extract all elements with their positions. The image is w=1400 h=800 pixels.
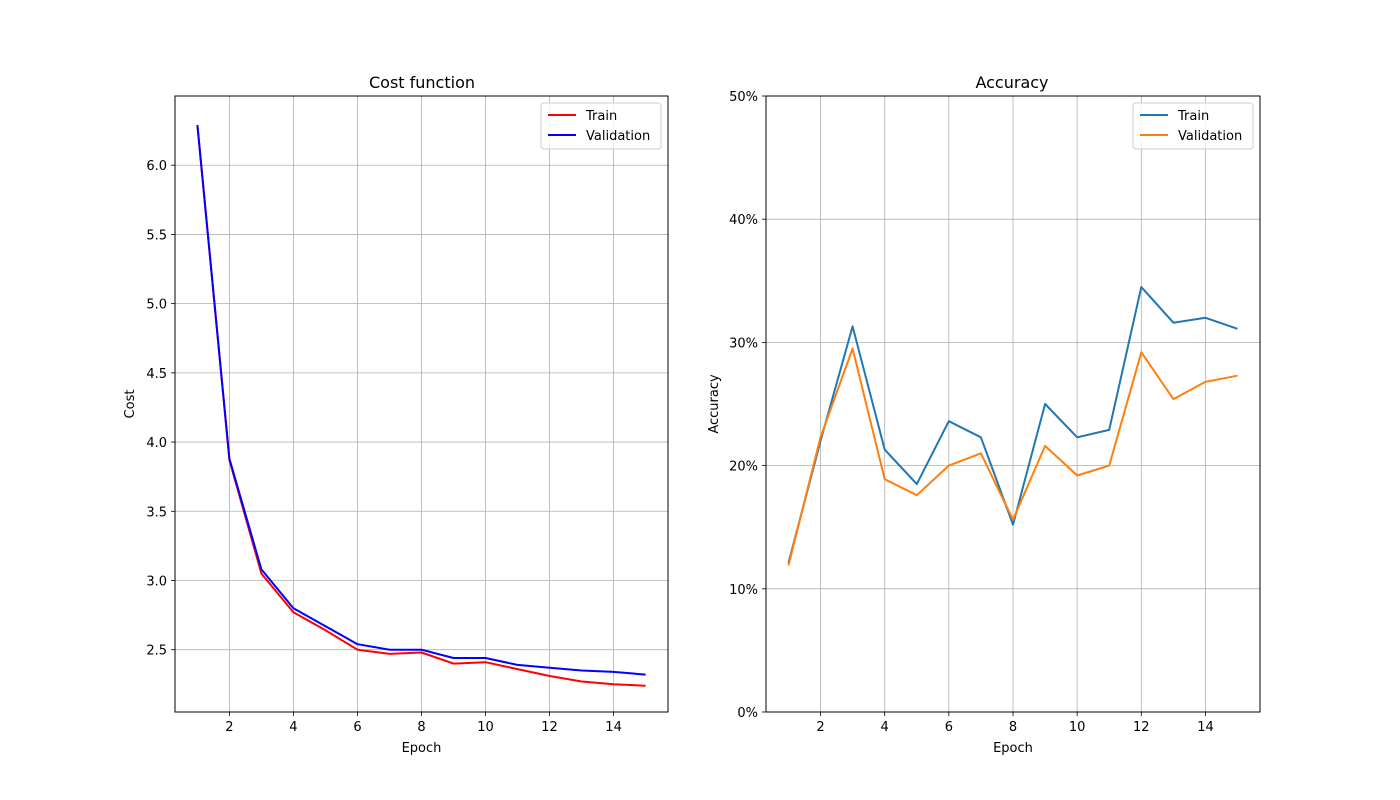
x-tick-label: 6: [353, 720, 361, 735]
series-line-validation: [196, 125, 646, 676]
x-axis-label: Epoch: [993, 741, 1033, 756]
y-tick-label: 5.5: [146, 228, 167, 243]
legend-label-validation: Validation: [1178, 129, 1242, 144]
y-tick-label: 4.0: [146, 436, 167, 451]
y-tick-label: 0%: [737, 706, 758, 721]
y-tick-label: 6.0: [146, 159, 167, 174]
legend-label-train: Train: [585, 109, 617, 124]
y-tick-label: 4.5: [146, 367, 167, 382]
x-tick-label: 12: [541, 720, 558, 735]
y-tick-label: 3.0: [146, 574, 167, 589]
chart-title: Accuracy: [975, 73, 1048, 92]
series-line-validation: [787, 347, 1238, 566]
x-tick-label: 12: [1133, 720, 1150, 735]
y-tick-label: 50%: [729, 90, 758, 105]
legend: Train Validation: [1132, 102, 1254, 150]
y-tick-label: 5.0: [146, 298, 167, 313]
x-tick-label: 14: [605, 720, 622, 735]
x-axis-label: Epoch: [402, 741, 442, 756]
legend: Train Validation: [540, 102, 662, 150]
y-tick-label: 30%: [729, 336, 758, 351]
x-tick-label: 8: [417, 720, 425, 735]
x-tick-label: 2: [816, 720, 824, 735]
y-tick-label: 3.5: [146, 505, 167, 520]
y-tick-label: 40%: [729, 213, 758, 228]
x-tick-label: 2: [225, 720, 233, 735]
x-tick-label: 8: [1009, 720, 1017, 735]
legend-label-validation: Validation: [586, 129, 650, 144]
x-tick-label: 6: [945, 720, 953, 735]
chart-title: Cost function: [369, 73, 475, 92]
x-tick-label: 10: [477, 720, 494, 735]
legend-label-train: Train: [1177, 109, 1209, 124]
y-axis-label: Cost: [123, 390, 138, 419]
x-tick-label: 4: [881, 720, 889, 735]
y-tick-label: 20%: [729, 460, 758, 475]
x-tick-label: 10: [1069, 720, 1086, 735]
series-line-train: [787, 286, 1238, 564]
y-tick-label: 10%: [729, 583, 758, 598]
x-tick-label: 14: [1197, 720, 1214, 735]
y-tick-label: 2.5: [146, 644, 167, 659]
x-tick-label: 4: [289, 720, 297, 735]
cost-chart: Cost function 2 4 6 8 10 12 14 2.5 3.0 3.5 4.0 4.5 5…: [123, 73, 669, 756]
y-axis-label: Accuracy: [707, 374, 722, 434]
accuracy-chart: Accuracy 2 4 6 8 10 12 14 0% 10% 20% 30% 40% 50% Epo…: [707, 73, 1261, 756]
series-line-train: [196, 125, 646, 687]
